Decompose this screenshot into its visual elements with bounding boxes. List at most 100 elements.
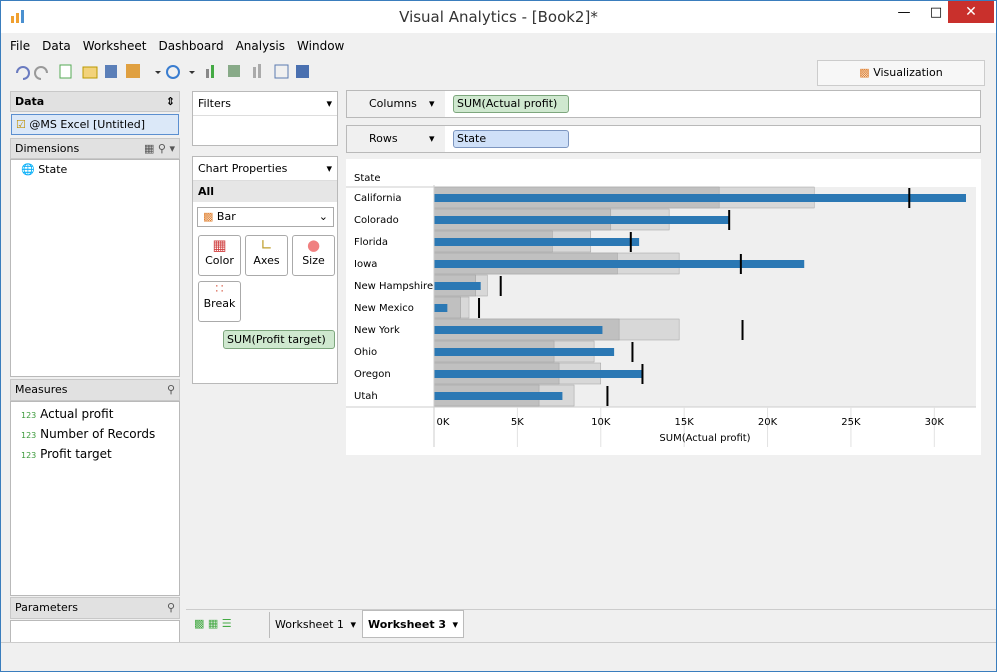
bar: [434, 370, 643, 378]
sheet-bar: ▩ ▦ ☰ Worksheet 1 ▾ Worksheet 3 ▾: [186, 609, 996, 639]
parameters-list: [10, 620, 180, 643]
row-label: California: [354, 193, 402, 204]
chart: State California Colorado Florida Iowa New Ha…: [346, 159, 981, 455]
chart-type-select[interactable]: ▩ Bar ⌄: [197, 207, 334, 227]
columns-shelf: Columns ▾ SUM(Actual profit): [346, 90, 981, 118]
chart-properties-card: Chart Properties ▾ All ▩ Bar ⌄ ▦ Color ∟ Axe…: [192, 156, 338, 384]
measure-field[interactable]: 123 Profit target: [21, 445, 169, 465]
tab-label: Worksheet 3: [368, 618, 447, 631]
bar: [434, 260, 805, 268]
source-name: @MS Excel [Untitled]: [29, 118, 146, 131]
field-icon: 123: [21, 451, 37, 460]
x-tick-label: 5K: [511, 417, 524, 428]
x-tick-label: 0K: [437, 417, 450, 428]
row-label: Iowa: [354, 259, 377, 270]
button-label: Color: [205, 254, 234, 267]
size-button[interactable]: ● Size: [292, 235, 335, 276]
row-header: State: [354, 173, 380, 184]
bar: [434, 194, 966, 202]
field-pill[interactable]: SUM(Profit target): [223, 330, 335, 349]
status-bar: [1, 642, 996, 671]
card-title: Filters: [198, 97, 231, 110]
filters-card: Filters ▾: [192, 91, 338, 146]
field-icon: 123: [21, 411, 37, 420]
bar: [434, 282, 481, 290]
row-label: Oregon: [354, 369, 391, 380]
rows-shelf: Rows ▾ State: [346, 125, 981, 153]
close-button[interactable]: ✕: [948, 1, 994, 23]
button-label: Break: [203, 297, 236, 310]
x-tick-label: 10K: [591, 417, 611, 428]
field-name: Actual profit: [40, 407, 114, 421]
shelf-name: Columns: [369, 97, 417, 110]
window-title: Visual Analytics - [Book2]*: [399, 8, 598, 26]
field-icon: 123: [21, 431, 37, 440]
card-header: Chart Properties ▾: [193, 157, 337, 181]
data-source[interactable]: ☑ @MS Excel [Untitled]: [11, 114, 179, 135]
bar: [434, 238, 640, 246]
shelf-label: Columns ▾: [347, 91, 445, 117]
x-tick-label: 20K: [758, 417, 778, 428]
app-icon: [11, 10, 24, 23]
scope: All: [193, 181, 337, 202]
measures-list: 123 Actual profit 123 Number of Records …: [10, 401, 180, 596]
row-label: New Mexico: [354, 303, 414, 314]
dimensions-list: 🌐 State: [10, 159, 180, 377]
sheet-tab[interactable]: Worksheet 1 ▾: [269, 612, 361, 638]
menu-item[interactable]: Worksheet: [82, 39, 147, 53]
bar: [434, 348, 615, 356]
shelf-pill[interactable]: State: [453, 130, 569, 148]
data-header: Data ⇕: [10, 91, 180, 112]
minimize-button[interactable]: —: [897, 5, 911, 20]
field-name: State: [38, 163, 68, 176]
menu-item[interactable]: Window: [297, 39, 345, 53]
row-label: Florida: [354, 237, 388, 248]
visualization-tab[interactable]: ▩ Visualization: [817, 60, 985, 86]
maximize-button[interactable]: □: [929, 5, 943, 20]
color-button[interactable]: ▦ Color: [198, 235, 241, 276]
toolbar: [16, 64, 309, 80]
card-title: Chart Properties: [198, 162, 288, 175]
shelf-pill[interactable]: SUM(Actual profit): [453, 95, 569, 113]
title-bar: Visual Analytics - [Book2]* — □ ✕: [1, 1, 996, 33]
field-name: Number of Records: [40, 427, 156, 441]
row-label: Utah: [354, 391, 378, 402]
measure-field[interactable]: 123 Actual profit: [21, 405, 169, 425]
field-name: Profit target: [40, 447, 112, 461]
button-label: Size: [302, 254, 325, 267]
dimension-field[interactable]: 🌐 State: [21, 163, 68, 176]
panel-title: Parameters: [15, 601, 78, 614]
shelf-label: Rows ▾: [347, 126, 445, 152]
break-button[interactable]: ∷ Break: [198, 281, 241, 322]
x-tick-label: 25K: [841, 417, 861, 428]
measure-field[interactable]: 123 Number of Records: [21, 425, 169, 445]
bar: [434, 326, 603, 334]
panel-title: Dimensions: [15, 142, 80, 155]
menu-item[interactable]: Dashboard: [158, 39, 224, 53]
row-label: New York: [354, 325, 400, 336]
row-label: Colorado: [354, 215, 399, 226]
panel-title: Data: [15, 95, 45, 108]
dimensions-header: Dimensions ▦ ⚲ ▾: [10, 138, 180, 159]
filters-title: Filters ▾: [193, 92, 337, 116]
panel-title: Measures: [15, 383, 68, 396]
parameters-header: Parameters ⚲: [10, 597, 180, 619]
bar: [434, 216, 730, 224]
tab-label: Worksheet 1: [275, 618, 344, 631]
new-sheet-button[interactable]: ▩ ▦ ☰: [194, 617, 232, 630]
menu-bar: File Data Worksheet Dashboard Analysis Window: [10, 39, 356, 53]
row-label: Ohio: [354, 347, 377, 358]
menu-item[interactable]: File: [10, 39, 31, 53]
menu-item[interactable]: Data: [42, 39, 71, 53]
chart-type: Bar: [216, 210, 236, 223]
sheet-tab-active[interactable]: Worksheet 3 ▾: [362, 610, 464, 638]
x-tick-label: 15K: [675, 417, 695, 428]
bar: [434, 392, 563, 400]
tab-label: Visualization: [873, 66, 943, 79]
axes-button[interactable]: ∟ Axes: [245, 235, 288, 276]
x-axis-label: SUM(Actual profit): [659, 433, 750, 444]
row-label: New Hampshire: [354, 281, 433, 292]
x-tick-label: 30K: [925, 417, 945, 428]
measures-header: Measures ⚲: [10, 379, 180, 401]
menu-item[interactable]: Analysis: [235, 39, 286, 53]
